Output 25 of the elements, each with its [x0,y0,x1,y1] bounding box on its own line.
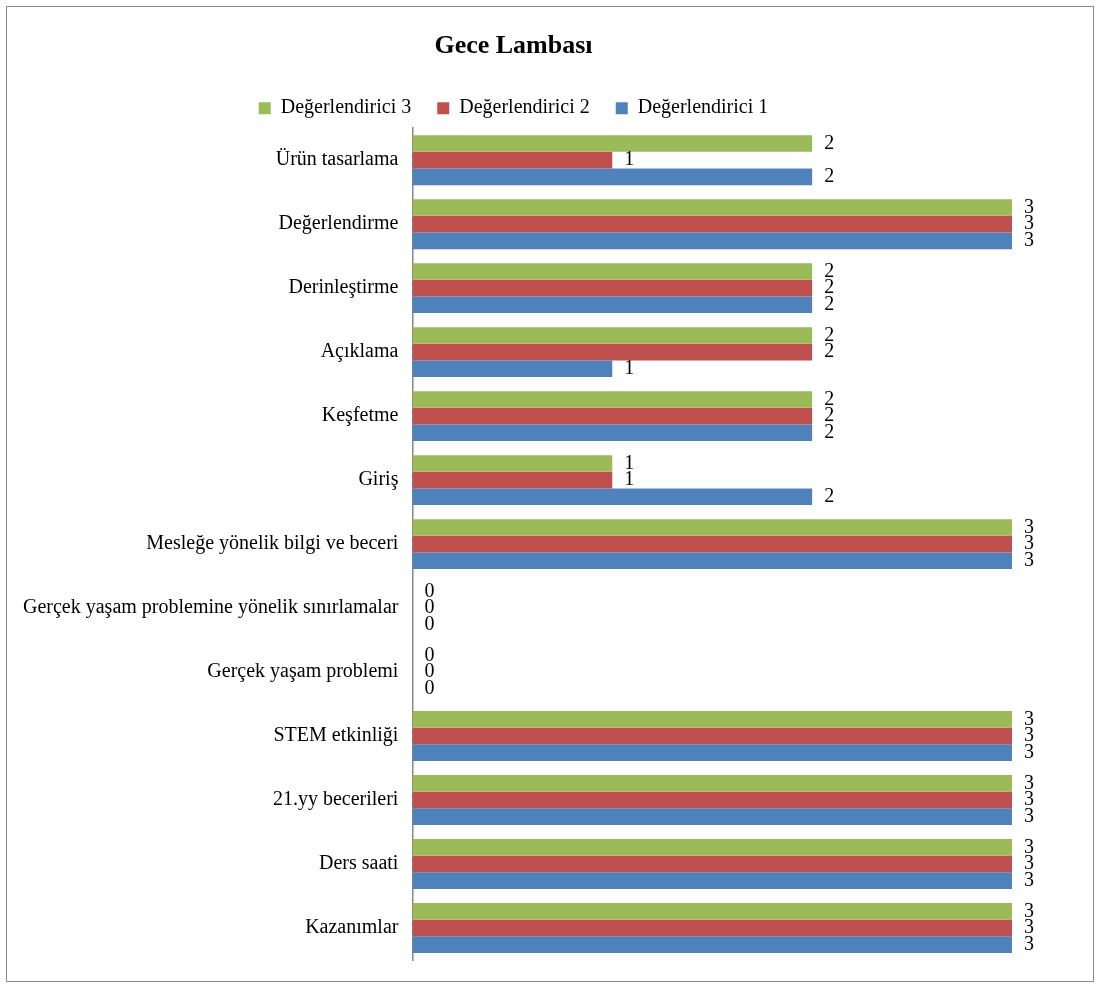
data-label: 2 [824,164,835,187]
y-tick-label: Derinleştirme [288,275,399,299]
data-label: 1 [624,356,635,379]
legend-label: Değerlendirici 2 [459,95,590,119]
y-tick-label: Keşfetme [321,403,399,427]
y-tick-label: Gerçek yaşam problemine yönelik sınırlamalar [23,595,399,619]
y-tick-label: Değerlendirme [278,211,399,235]
chart-title: Gece Lambası [434,30,593,60]
data-label: 3 [1024,228,1034,251]
y-tick-label: Kazanımlar [305,915,399,938]
y-tick-label: Gerçek yaşam problemi [207,659,399,683]
y-tick-label: Ders saati [319,851,399,874]
data-label: 2 [824,484,835,506]
y-tick-label: 21.yy becerileri [272,787,399,811]
data-label: 1 [624,147,635,170]
legend-label: Değerlendirici 1 [637,95,769,119]
y-tick-label: Açıklama [320,339,399,363]
y-tick-label: Ürün tasarlama [275,147,399,170]
data-label: 2 [824,130,835,153]
legend-label: Değerlendirici 3 [280,95,412,119]
y-tick-label: Mesleğe yönelik bilgi ve beceri [146,531,399,555]
data-label: 2 [824,292,835,315]
y-tick-label: Giriş [358,467,399,491]
data-label: 2 [824,420,835,443]
y-tick-label: STEM etkinliği [273,723,399,747]
